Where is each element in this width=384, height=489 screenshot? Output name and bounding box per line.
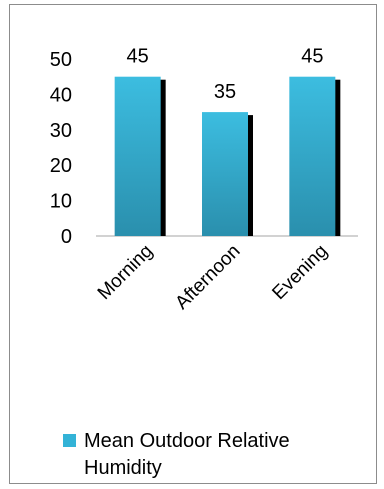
y-tick-label: 0 <box>61 226 72 248</box>
y-tick-label: 40 <box>50 84 72 106</box>
bar-afternoon <box>202 112 248 236</box>
legend: Mean Outdoor Relative Humidity <box>63 428 353 482</box>
category-label: Evening <box>268 241 331 304</box>
x-axis: Morning Afternoon Evening <box>94 241 332 314</box>
data-label: 45 <box>301 46 323 68</box>
y-tick-label: 20 <box>50 155 72 177</box>
data-labels: 45 35 45 <box>127 46 324 103</box>
legend-label: Mean Outdoor Relative Humidity <box>84 430 290 479</box>
bar-morning <box>114 76 161 236</box>
legend-swatch <box>63 434 76 447</box>
category-label: Afternoon <box>171 241 244 314</box>
y-tick-label: 10 <box>50 191 72 213</box>
data-label: 45 <box>127 46 149 68</box>
y-tick-label: 30 <box>50 120 72 142</box>
bars <box>114 76 341 236</box>
data-label: 35 <box>214 81 236 103</box>
bar-evening <box>289 76 336 236</box>
category-label: Morning <box>94 241 157 304</box>
y-tick-label: 50 <box>50 49 72 71</box>
